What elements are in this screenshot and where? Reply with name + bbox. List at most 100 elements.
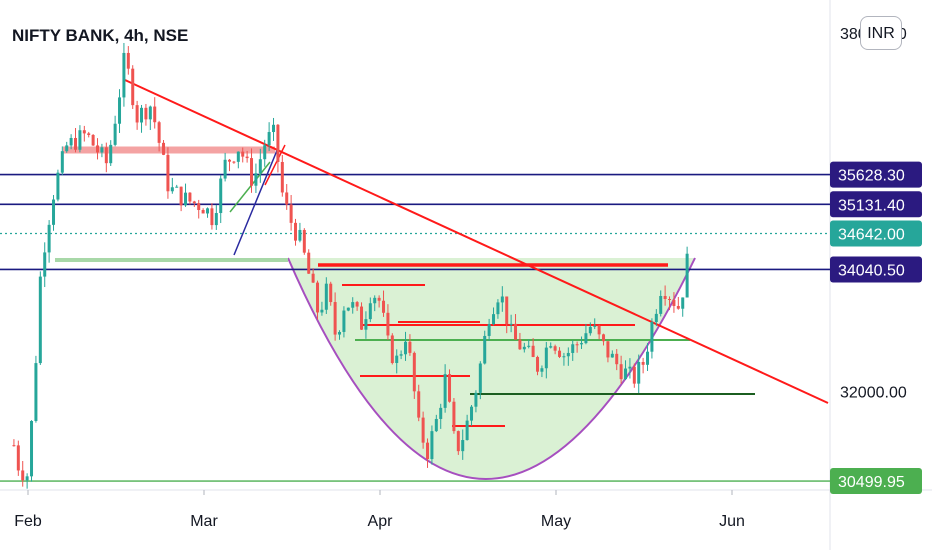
candle-body bbox=[25, 476, 29, 481]
candle-body bbox=[399, 354, 403, 356]
candle-body bbox=[316, 282, 320, 313]
candle-body bbox=[91, 134, 95, 146]
candle-body bbox=[562, 356, 566, 358]
candle-body bbox=[263, 145, 267, 160]
candle-body bbox=[360, 306, 364, 330]
candle-body bbox=[566, 352, 570, 357]
candle-body bbox=[113, 123, 117, 145]
candle-body bbox=[505, 296, 509, 325]
candle-body bbox=[522, 346, 526, 350]
candle-body bbox=[478, 363, 482, 393]
price-badge-label: 34040.50 bbox=[838, 262, 905, 279]
candle-body bbox=[74, 137, 78, 150]
candle-body bbox=[289, 204, 293, 223]
candle-body bbox=[34, 363, 38, 421]
price-badge bbox=[830, 220, 922, 247]
candle-body bbox=[214, 213, 218, 226]
candle-body bbox=[12, 445, 16, 447]
candle-body bbox=[250, 158, 254, 186]
candle-body bbox=[492, 314, 496, 325]
candle-body bbox=[610, 353, 614, 358]
cup-pattern-curve bbox=[287, 257, 696, 480]
candle-body bbox=[518, 339, 522, 350]
candle-body bbox=[558, 350, 562, 357]
candle-body bbox=[443, 374, 447, 408]
candle-body bbox=[672, 299, 676, 307]
time-axis-label: May bbox=[541, 513, 571, 530]
price-badge bbox=[830, 161, 922, 188]
candle-body bbox=[575, 344, 579, 346]
candle-body bbox=[615, 353, 619, 365]
candle-body bbox=[681, 297, 685, 309]
candle-body bbox=[417, 391, 421, 418]
candle-body bbox=[16, 445, 20, 471]
candle-body bbox=[201, 210, 205, 214]
candle-body bbox=[408, 341, 412, 353]
descending-trendline bbox=[124, 79, 829, 404]
channel-line bbox=[229, 161, 271, 213]
candle-body bbox=[166, 154, 170, 192]
currency-button[interactable]: INR bbox=[860, 16, 902, 50]
candle-body bbox=[650, 321, 654, 352]
candle-body bbox=[60, 151, 64, 173]
candle-body bbox=[659, 295, 663, 314]
candle-body bbox=[342, 310, 346, 332]
candle-body bbox=[320, 309, 324, 313]
candle-body bbox=[324, 283, 328, 310]
candle-body bbox=[540, 368, 544, 372]
candle-body bbox=[197, 203, 201, 211]
candle-body bbox=[487, 324, 491, 336]
candle-body bbox=[355, 302, 359, 307]
candle-body bbox=[307, 252, 311, 274]
candle-body bbox=[632, 366, 636, 384]
candle-body bbox=[188, 192, 192, 202]
candle-body bbox=[210, 208, 214, 226]
candle-body bbox=[386, 312, 390, 336]
candle-body bbox=[496, 302, 500, 315]
candle-body bbox=[646, 351, 650, 365]
candle-body bbox=[104, 147, 108, 164]
candle-body bbox=[87, 133, 91, 135]
candle-body bbox=[69, 137, 73, 146]
candle-body bbox=[96, 145, 100, 153]
candle-body bbox=[637, 361, 641, 384]
candle-body bbox=[434, 418, 438, 432]
candle-body bbox=[333, 302, 337, 335]
candle-body bbox=[619, 364, 623, 380]
candle-body bbox=[373, 297, 377, 304]
candle-body bbox=[624, 368, 628, 380]
time-axis-label: Jun bbox=[719, 513, 745, 530]
candle-body bbox=[602, 334, 606, 342]
candle-body bbox=[351, 302, 355, 308]
candle-body bbox=[452, 401, 456, 432]
candle-body bbox=[346, 307, 350, 311]
candle-body bbox=[390, 335, 394, 364]
price-badge-label: 30499.95 bbox=[838, 474, 905, 491]
candle-body bbox=[531, 345, 535, 357]
candle-body bbox=[536, 356, 540, 372]
candle-body bbox=[685, 253, 689, 298]
candle-body bbox=[175, 186, 179, 188]
candle-body bbox=[628, 366, 632, 369]
candle-body bbox=[509, 323, 513, 325]
time-axis-label: Apr bbox=[368, 513, 394, 530]
candle-body bbox=[421, 417, 425, 443]
candle-body bbox=[245, 156, 249, 159]
candle-body bbox=[514, 323, 518, 340]
candle-body bbox=[430, 431, 434, 460]
time-axis-label: Mar bbox=[190, 513, 218, 530]
candle-body bbox=[549, 346, 553, 348]
candle-body bbox=[439, 407, 443, 419]
candle-body bbox=[52, 199, 56, 225]
candle-body bbox=[38, 276, 42, 364]
candle-body bbox=[571, 344, 575, 353]
candle-body bbox=[43, 252, 47, 277]
candle-body bbox=[148, 106, 152, 120]
symbol-title: NIFTY BANK, 4h, NSE bbox=[12, 26, 189, 45]
candle-body bbox=[302, 229, 306, 253]
candle-body bbox=[641, 361, 645, 365]
candle-body bbox=[606, 341, 610, 358]
candle-body bbox=[544, 347, 548, 369]
candle-body bbox=[426, 442, 430, 460]
